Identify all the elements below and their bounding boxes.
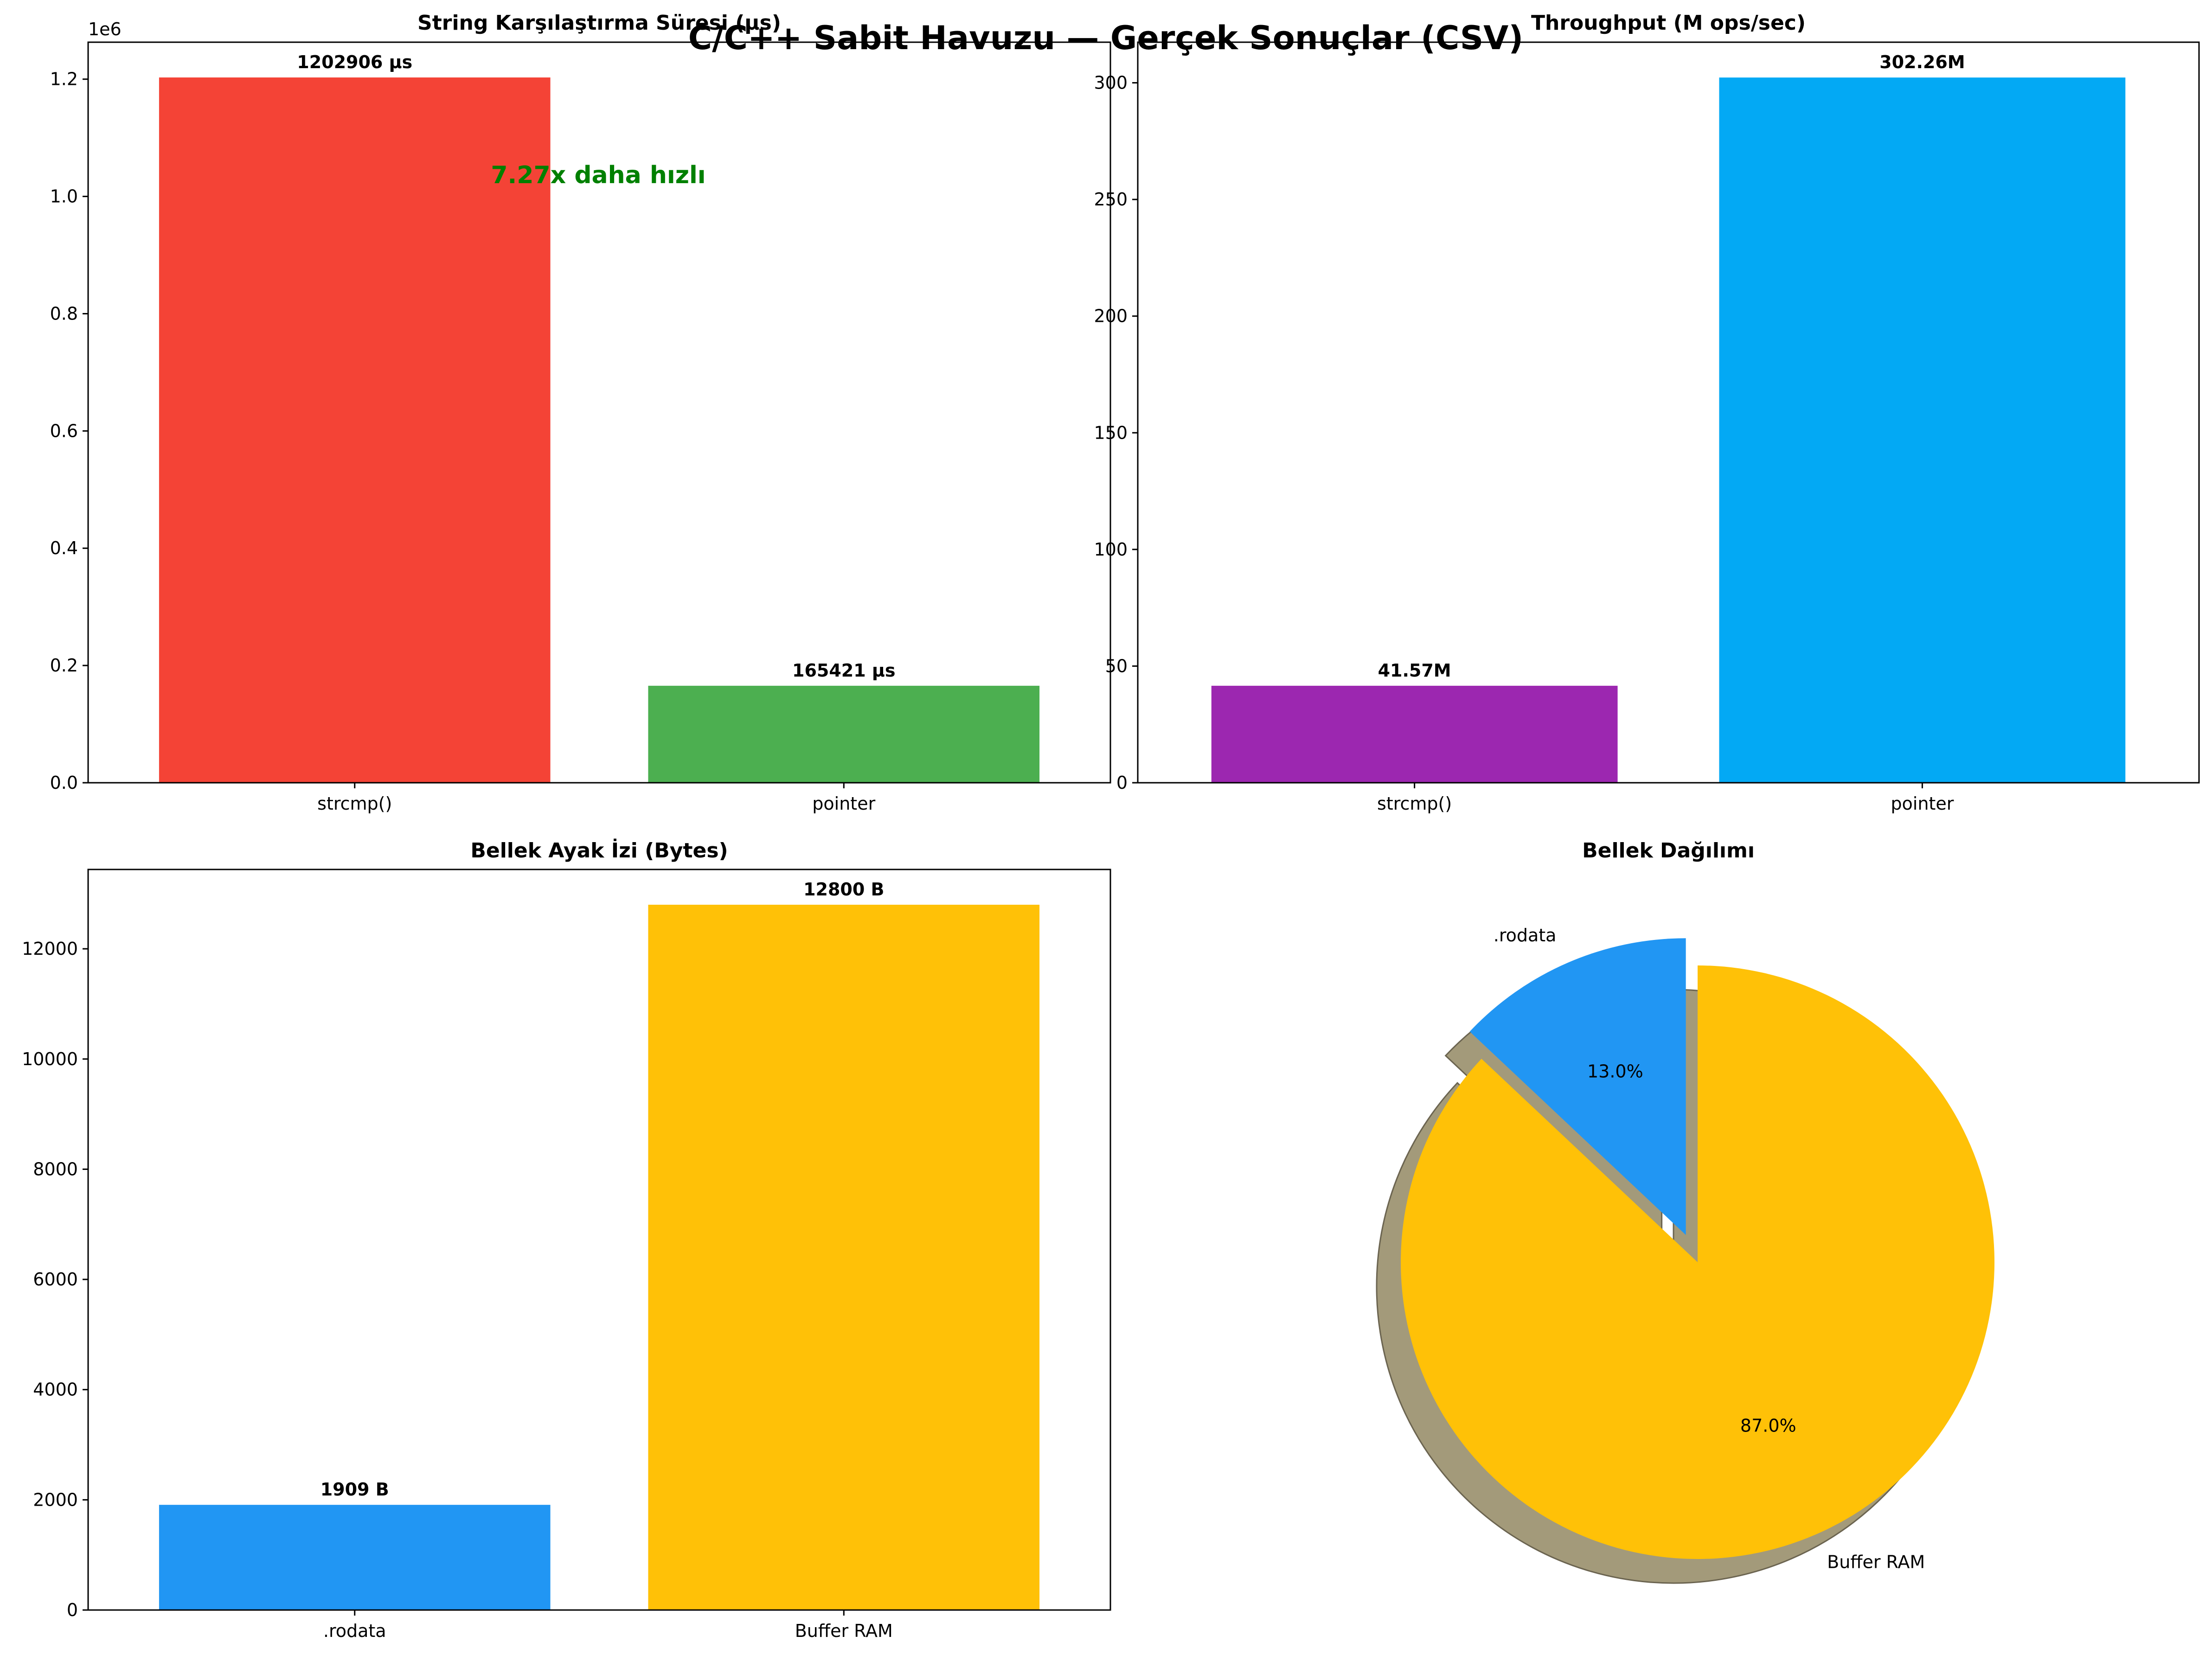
p3-slice-percent-0: 13.0%	[1587, 1061, 1643, 1082]
p3-slice-1	[1401, 965, 1994, 1559]
p0-ytick-label-6: 1.2	[50, 69, 78, 89]
p1-ytick-label-4: 200	[1094, 306, 1128, 326]
p2-title: Bellek Ayak İzi (Bytes)	[470, 838, 728, 863]
p3-pie: .rodata 13.0% Buffer RAM 87.0%	[1376, 925, 1994, 1584]
p2-ytick-label-6: 12000	[22, 939, 78, 959]
p0-offset-text: 1e6	[88, 19, 122, 39]
panel-memory-footprint: 1909 B 12800 B .rodata Buffer RAM 0 2000 4000…	[22, 838, 1111, 1641]
p1-bar-0	[1211, 685, 1618, 783]
p3-slice-0	[1469, 938, 1686, 1235]
p0-ticks: strcmp() pointer 0.0 0.2 0.4 0.6 0.8 1.0 1.2	[50, 69, 876, 814]
p2-ytick-label-5: 10000	[22, 1049, 78, 1069]
p1-ytick-label-3: 150	[1094, 422, 1128, 443]
p3-slice-label-0: .rodata	[1494, 925, 1557, 946]
p2-axes-frame	[87, 869, 1111, 1611]
panel-string-compare-time: 1202906 µs 165421 µs strcmp() pointer 0.0 0.…	[50, 11, 1111, 814]
p0-bar-0	[159, 77, 551, 783]
p2-bar-value-label-1: 12800 B	[803, 879, 884, 900]
p1-bar-value-label-0: 41.57M	[1378, 660, 1451, 681]
p0-ytick-label-2: 0.4	[50, 538, 78, 558]
p1-ytick-label-0: 0	[1116, 773, 1128, 793]
p1-xtick-label-0: strcmp()	[1377, 793, 1452, 814]
figure-suptitle: C/C++ Sabit Havuzu — Gerçek Sonuçlar (CS…	[688, 19, 1524, 57]
p0-bar-value-label-0: 1202906 µs	[297, 52, 412, 72]
p0-xtick-label-0: strcmp()	[317, 793, 392, 814]
p3-slice-percent-1: 87.0%	[1740, 1416, 1796, 1436]
p0-bars: 1202906 µs 165421 µs	[159, 52, 1040, 783]
p0-ytick-label-3: 0.6	[50, 421, 78, 441]
p0-xtick-label-1: pointer	[812, 793, 875, 814]
p0-title: String Karşılaştırma Süresi (µs)	[417, 11, 781, 35]
p1-axes-frame	[1137, 41, 2200, 784]
p2-ytick-label-3: 6000	[33, 1269, 78, 1290]
p1-ytick-label-5: 250	[1094, 189, 1128, 210]
p0-ytick-label-0: 0.0	[50, 773, 78, 793]
p1-xtick-label-1: pointer	[1891, 793, 1954, 814]
p2-ytick-label-2: 4000	[33, 1380, 78, 1400]
p1-ytick-label-1: 50	[1105, 656, 1128, 676]
p1-bar-value-label-1: 302.26M	[1879, 52, 1965, 72]
p0-speedup-annotation: 7.27x daha hızlı	[491, 161, 705, 189]
p2-ticks: .rodata Buffer RAM 0 2000 4000 6000 8000 10000 1…	[22, 939, 893, 1641]
p0-ytick-label-4: 0.8	[50, 303, 78, 324]
p2-bar-0	[159, 1505, 551, 1610]
p1-bars: 41.57M 302.26M	[1211, 52, 2126, 783]
p2-bars: 1909 B 12800 B	[159, 879, 1040, 1610]
p2-ytick-label-0: 0	[67, 1600, 78, 1620]
p0-axes-frame	[87, 41, 1111, 784]
p1-ytick-label-2: 100	[1094, 539, 1128, 560]
p3-title: Bellek Dağılımı	[1582, 839, 1755, 863]
panel-throughput: 41.57M 302.26M strcmp() pointer 0 50 100 150 20…	[1094, 11, 2200, 814]
p1-title: Throughput (M ops/sec)	[1531, 11, 1806, 35]
p2-ytick-label-4: 8000	[33, 1159, 78, 1179]
p2-bar-1	[648, 905, 1040, 1610]
p1-bar-1	[1719, 77, 2126, 783]
p3-slice-label-1: Buffer RAM	[1827, 1552, 1925, 1572]
p2-ytick-label-1: 2000	[33, 1489, 78, 1510]
p2-xtick-label-0: .rodata	[323, 1621, 386, 1641]
p0-bar-1	[648, 685, 1040, 783]
p0-bar-value-label-1: 165421 µs	[792, 660, 895, 681]
p0-ytick-label-1: 0.2	[50, 655, 78, 676]
p1-ytick-label-6: 300	[1094, 73, 1128, 93]
panel-memory-distribution: .rodata 13.0% Buffer RAM 87.0% Bellek Dağıl…	[1376, 839, 1994, 1584]
p0-ytick-label-5: 1.0	[50, 186, 78, 207]
p1-ticks: strcmp() pointer 0 50 100 150 200 250 300	[1094, 73, 1954, 814]
p2-bar-value-label-0: 1909 B	[321, 1479, 389, 1500]
p2-xtick-label-1: Buffer RAM	[795, 1621, 893, 1641]
